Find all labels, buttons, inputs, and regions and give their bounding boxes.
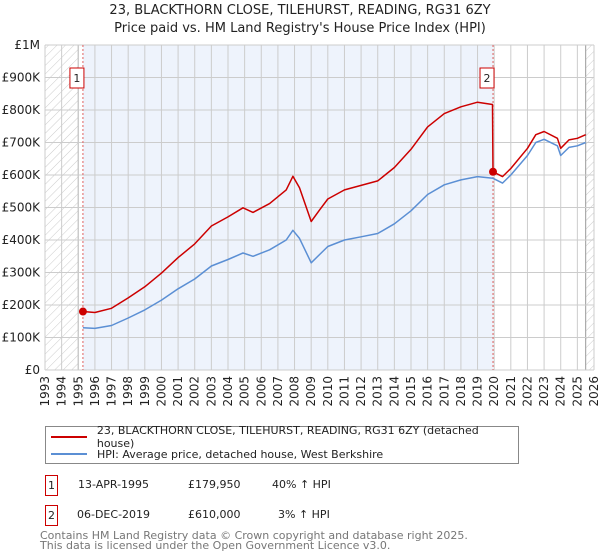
x-tick-label: 1993 <box>38 376 52 407</box>
y-tick-label: £500K <box>2 201 42 215</box>
transaction-price: £179,950 <box>188 478 241 491</box>
footer-licence: This data is licensed under the Open Gov… <box>40 539 391 552</box>
x-tick-label: 2020 <box>487 376 501 407</box>
x-tick-label: 2026 <box>587 376 600 407</box>
chart-legend: 23, BLACKTHORN CLOSE, TILEHURST, READING… <box>45 424 519 464</box>
y-tick-label: £700K <box>2 136 42 150</box>
x-tick-label: 1994 <box>55 376 69 407</box>
x-tick-label: 1998 <box>121 376 135 407</box>
footer: Contains HM Land Registry data © Crown c… <box>40 529 468 552</box>
y-tick-label: £800K <box>2 103 42 117</box>
x-tick-label: 2012 <box>354 376 368 407</box>
legend-swatch-property <box>51 436 87 438</box>
chart-title: 23, BLACKTHORN CLOSE, TILEHURST, READING… <box>109 3 491 18</box>
x-tick-label: 2000 <box>154 376 168 407</box>
x-tick-label: 2015 <box>404 376 418 407</box>
annotation-label: 1 <box>73 72 80 85</box>
y-tick-label: £0 <box>25 363 40 377</box>
x-tick-label: 2005 <box>238 376 252 407</box>
x-tick-label: 2023 <box>537 376 551 407</box>
y-tick-label: £100K <box>2 331 42 345</box>
y-tick-label: £600K <box>2 168 42 182</box>
x-tick-label: 2001 <box>171 376 185 407</box>
transaction-badge: 2 <box>45 505 58 526</box>
x-tick-label: 2025 <box>570 376 584 407</box>
transaction-price: £610,000 <box>188 508 241 521</box>
annotation-label: 2 <box>484 72 491 85</box>
x-tick-label: 2019 <box>471 376 485 407</box>
transaction-badge: 1 <box>45 475 58 496</box>
legend-swatch-hpi <box>51 453 87 455</box>
x-tick-label: 2002 <box>188 376 202 407</box>
y-tick-label: £300K <box>2 266 42 280</box>
legend-item-hpi: HPI: Average price, detached house, West… <box>51 446 383 462</box>
transaction-hpi-diff: 40% ↑ HPI <box>272 478 331 491</box>
sale-point <box>78 307 87 316</box>
x-tick-label: 2006 <box>254 376 268 407</box>
y-tick-label: £1M <box>14 38 40 52</box>
hpi-line <box>82 138 586 330</box>
x-tick-label: 2016 <box>421 376 435 407</box>
x-tick-label: 2007 <box>271 376 285 407</box>
x-tick-label: 1997 <box>105 376 119 407</box>
legend-label-property: 23, BLACKTHORN CLOSE, TILEHURST, READING… <box>96 424 479 450</box>
chart-subtitle: Price paid vs. HM Land Registry's House … <box>114 21 486 36</box>
x-tick-label: 2024 <box>554 376 568 407</box>
x-tick-label: 2013 <box>371 376 385 407</box>
x-tick-label: 2010 <box>321 376 335 407</box>
x-tick-label: 2008 <box>288 376 302 407</box>
x-tick-label: 1995 <box>71 376 85 407</box>
x-tick-label: 2003 <box>204 376 218 407</box>
x-tick-label: 2018 <box>454 376 468 407</box>
x-tick-label: 2017 <box>437 376 451 407</box>
transaction-hpi-diff: 3% ↑ HPI <box>278 508 330 521</box>
y-tick-label: £900K <box>2 71 42 85</box>
y-tick-label: £400K <box>2 233 42 247</box>
x-tick-label: 2009 <box>304 376 318 407</box>
y-tick-label: £200K <box>2 298 42 312</box>
x-tick-label: 2014 <box>387 376 401 407</box>
annotation-box <box>479 67 495 89</box>
x-tick-label: 1996 <box>88 376 102 407</box>
x-tick-label: 2022 <box>520 376 534 407</box>
property-price-line <box>82 101 586 314</box>
legend-label-hpi: HPI: Average price, detached house, West… <box>97 447 384 461</box>
sale-point <box>489 167 498 176</box>
legend-item-property: 23, BLACKTHORN CLOSE, TILEHURST, READING… <box>51 424 518 450</box>
x-tick-label: 2011 <box>337 376 351 407</box>
x-tick-label: 1999 <box>138 376 152 407</box>
x-tick-label: 2004 <box>221 376 235 407</box>
transaction-date: 13-APR-1995 <box>78 478 150 491</box>
x-tick-label: 2021 <box>504 376 518 407</box>
footer-copyright: Contains HM Land Registry data © Crown c… <box>40 529 468 542</box>
annotation-box <box>69 67 85 89</box>
transaction-date: 06-DEC-2019 <box>77 508 151 521</box>
